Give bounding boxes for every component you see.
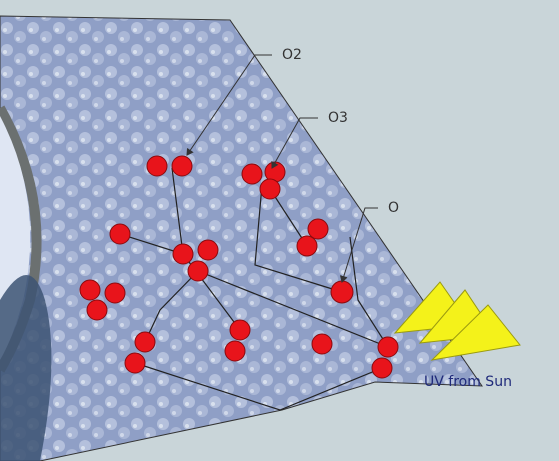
sun-rays <box>393 281 521 361</box>
leader-o2 <box>186 54 272 156</box>
leader-o <box>339 207 378 283</box>
earth <box>0 105 52 461</box>
label-uv: UV from Sun <box>424 374 512 390</box>
molecules <box>79 155 399 379</box>
leader-o3 <box>271 117 318 169</box>
atmosphere-layer <box>0 15 483 461</box>
label-o2: O2 <box>282 47 302 63</box>
label-o: O <box>388 200 399 216</box>
label-o3: O3 <box>328 110 348 126</box>
